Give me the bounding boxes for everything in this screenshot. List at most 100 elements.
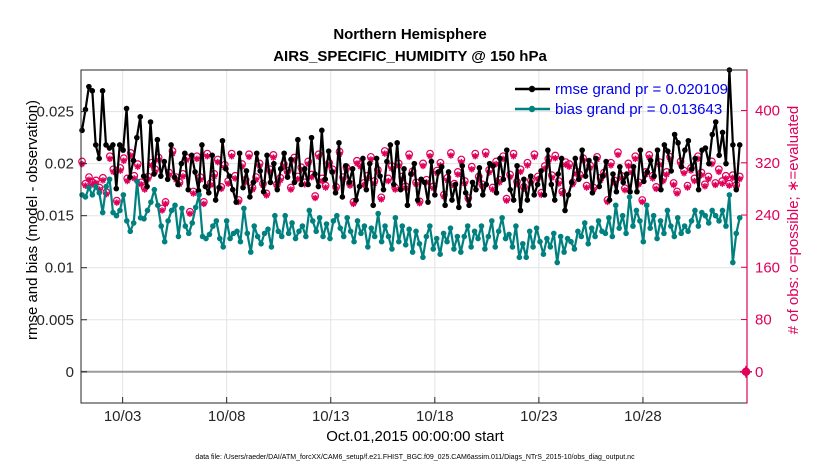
y-tick-label-right: 80: [755, 312, 772, 329]
series-point-rmse: [695, 186, 702, 193]
obs-evaluated-stroke: [215, 159, 221, 165]
series-point-rmse: [284, 174, 291, 180]
series-point-bias: [530, 244, 536, 250]
series-point-rmse: [373, 155, 380, 162]
series-point-bias: [117, 207, 123, 214]
series-point-bias: [268, 244, 275, 250]
series-point-rmse: [92, 142, 99, 148]
obs-evaluated-stroke: [159, 207, 165, 214]
series-point-bias: [175, 233, 182, 240]
y-tick-label-left: 0.005: [36, 312, 74, 329]
obs-evaluated-stroke: [131, 175, 137, 182]
series-point-bias: [371, 233, 378, 240]
series-point-bias: [134, 178, 140, 185]
series-point-rmse: [456, 204, 462, 211]
series-point-rmse: [127, 174, 133, 180]
series-point-bias: [471, 228, 478, 235]
series-point-rmse: [627, 188, 633, 195]
obs-evaluated-point: [680, 170, 688, 177]
y-tick-label-right: 160: [755, 259, 780, 276]
series-point-rmse: [144, 183, 150, 190]
obs-evaluated-stroke: [225, 180, 231, 187]
series-point-bias: [550, 230, 557, 237]
series-point-rmse: [82, 106, 89, 113]
series-point-bias: [320, 233, 326, 240]
series-point-bias: [313, 228, 319, 235]
series-point-bias: [430, 246, 437, 252]
series-point-bias: [244, 230, 251, 237]
obs-evaluated-point: [489, 186, 496, 193]
series-point-rmse: [267, 179, 274, 186]
obs-evaluated-stroke: [354, 160, 360, 167]
obs-evaluated-stroke: [719, 180, 726, 187]
obs-evaluated-stroke: [646, 154, 652, 161]
obs-evaluated-stroke: [263, 192, 270, 199]
series-point-rmse: [664, 148, 671, 154]
obs-evaluated-stroke: [503, 197, 510, 204]
series-point-rmse: [171, 174, 178, 180]
series-point-rmse: [480, 192, 486, 198]
series-point-bias: [643, 202, 650, 209]
series-point-rmse: [449, 197, 455, 203]
obs-evaluated-stroke: [469, 166, 475, 173]
series-point-rmse: [644, 169, 651, 175]
series-point-rmse: [404, 202, 411, 209]
series-point-rmse: [438, 163, 445, 170]
obs-evaluated-stroke: [632, 156, 639, 162]
series-point-bias: [637, 218, 643, 224]
series-point-rmse: [421, 179, 428, 186]
series-point-bias: [723, 223, 729, 229]
series-point-bias: [568, 238, 574, 245]
obs-evaluated-point: [531, 153, 538, 161]
series-point-rmse: [212, 197, 219, 203]
obs-evaluated-stroke: [117, 167, 124, 174]
series-point-bias: [533, 225, 540, 231]
series-point-rmse: [281, 150, 287, 157]
series-point-rmse: [199, 142, 205, 148]
series-point-bias: [526, 228, 533, 235]
series-point-bias: [382, 223, 388, 229]
x-tick-label: 10/23: [520, 408, 558, 425]
series-point-rmse: [226, 173, 233, 179]
series-point-rmse: [473, 186, 479, 193]
obs-evaluated-point: [482, 151, 489, 159]
plot-area: [81, 70, 747, 403]
series-point-bias: [485, 233, 492, 240]
series-point-bias: [602, 230, 609, 237]
obs-evaluated-stroke: [705, 176, 712, 182]
obs-evaluated-point: [193, 155, 201, 163]
x-tick-label: 10/28: [624, 408, 662, 425]
series-point-rmse: [113, 185, 120, 192]
obs-evaluated-stroke: [427, 153, 433, 159]
series-point-bias: [168, 207, 175, 214]
series-point-rmse: [462, 189, 469, 196]
series-point-bias: [409, 249, 416, 255]
series-point-bias: [141, 216, 147, 222]
series-point-bias: [365, 244, 371, 250]
series-point-bias: [220, 244, 227, 250]
series-point-rmse: [158, 173, 164, 179]
series-point-rmse: [668, 168, 675, 174]
series-point-rmse: [538, 168, 544, 174]
series-point-bias: [402, 242, 409, 248]
obs-evaluated-stroke: [392, 186, 398, 193]
series-point-rmse: [154, 136, 161, 143]
series-point-bias: [688, 218, 695, 224]
obs-evaluated-point: [113, 199, 121, 206]
obs-evaluated-point: [583, 184, 590, 191]
series-point-bias: [316, 214, 323, 221]
series-point-bias: [444, 238, 450, 245]
series-point-rmse: [541, 192, 548, 198]
series-point-rmse: [257, 168, 263, 174]
series-point-rmse: [534, 181, 541, 188]
series-point-rmse: [175, 181, 181, 188]
obs-evaluated-point: [120, 157, 127, 164]
obs-evaluated-stroke: [420, 163, 426, 169]
series-point-bias: [416, 240, 423, 247]
series-point-rmse: [459, 162, 466, 169]
series-point-rmse: [363, 186, 370, 193]
series-point-bias: [475, 235, 481, 242]
series-point-bias: [251, 223, 258, 229]
y-tick-label-left: 0.01: [45, 260, 74, 277]
series-point-bias: [437, 251, 443, 257]
